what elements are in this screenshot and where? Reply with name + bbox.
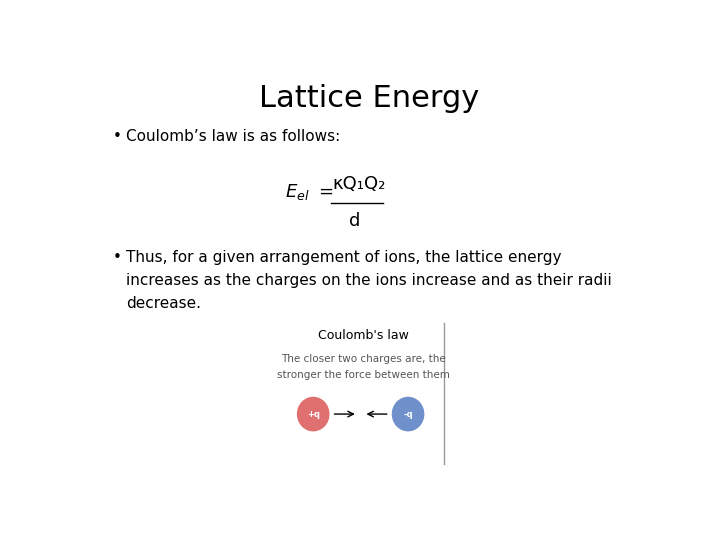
Text: =: =: [318, 183, 333, 201]
Text: $E_{el}$: $E_{el}$: [285, 181, 310, 201]
Text: κQ₁Q₂: κQ₁Q₂: [333, 175, 386, 193]
Text: Thus, for a given arrangement of ions, the lattice energy: Thus, for a given arrangement of ions, t…: [126, 250, 562, 265]
Text: stronger the force between them: stronger the force between them: [277, 370, 450, 380]
Text: The closer two charges are, the: The closer two charges are, the: [281, 354, 446, 364]
Text: decrease.: decrease.: [126, 295, 202, 310]
Ellipse shape: [297, 397, 329, 431]
Text: Coulomb's law: Coulomb's law: [318, 329, 409, 342]
Text: •: •: [112, 250, 121, 265]
Text: Coulomb’s law is as follows:: Coulomb’s law is as follows:: [126, 129, 341, 144]
Text: •: •: [112, 129, 121, 144]
Text: Lattice Energy: Lattice Energy: [259, 84, 479, 112]
Text: d: d: [349, 212, 361, 231]
Text: +q: +q: [307, 409, 320, 418]
Text: -q: -q: [403, 409, 413, 418]
Ellipse shape: [392, 397, 423, 431]
Text: increases as the charges on the ions increase and as their radii: increases as the charges on the ions inc…: [126, 273, 612, 288]
